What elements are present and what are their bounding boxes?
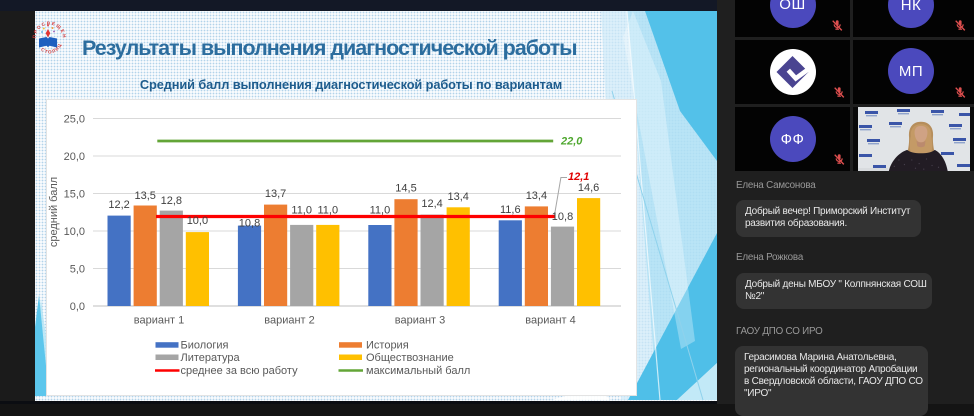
svg-text:Литература: Литература xyxy=(181,352,241,364)
svg-text:15,0: 15,0 xyxy=(64,189,85,201)
svg-text:вариант 1: вариант 1 xyxy=(134,315,185,327)
svg-text:Биология: Биология xyxy=(181,340,229,352)
svg-text:10,0: 10,0 xyxy=(64,226,85,238)
svg-text:14,6: 14,6 xyxy=(578,182,599,194)
svg-text:10,8: 10,8 xyxy=(239,217,260,229)
svg-text:11,0: 11,0 xyxy=(370,205,391,217)
svg-text:История: История xyxy=(366,340,409,352)
svg-text:14,5: 14,5 xyxy=(395,182,416,194)
svg-text:12,1: 12,1 xyxy=(568,171,589,183)
svg-text:средний балл: средний балл xyxy=(48,177,60,247)
svg-text:13,5: 13,5 xyxy=(134,190,155,202)
svg-text:среднее за всю работу: среднее за всю работу xyxy=(181,365,299,377)
svg-text:0,0: 0,0 xyxy=(70,301,85,313)
svg-text:22,0: 22,0 xyxy=(560,136,583,148)
svg-text:13,4: 13,4 xyxy=(526,190,547,202)
svg-text:12,4: 12,4 xyxy=(421,198,442,210)
svg-text:13,7: 13,7 xyxy=(265,188,286,200)
svg-text:5,0: 5,0 xyxy=(70,264,85,276)
svg-text:10,0: 10,0 xyxy=(187,215,208,227)
svg-text:11,0: 11,0 xyxy=(291,205,312,217)
svg-text:25,0: 25,0 xyxy=(64,114,85,126)
svg-text:11,6: 11,6 xyxy=(500,204,521,216)
svg-text:максимальный балл: максимальный балл xyxy=(366,365,470,377)
svg-text:20,0: 20,0 xyxy=(64,151,85,163)
svg-text:Обществознание: Обществознание xyxy=(366,352,454,364)
svg-text:вариант 4: вариант 4 xyxy=(525,315,576,327)
svg-text:10,8: 10,8 xyxy=(552,211,573,223)
svg-text:12,2: 12,2 xyxy=(108,199,129,211)
svg-text:13,4: 13,4 xyxy=(447,191,468,203)
svg-text:12,8: 12,8 xyxy=(161,195,182,207)
svg-text:11,0: 11,0 xyxy=(318,205,339,217)
svg-text:вариант 3: вариант 3 xyxy=(395,315,446,327)
svg-text:вариант 2: вариант 2 xyxy=(264,315,315,327)
